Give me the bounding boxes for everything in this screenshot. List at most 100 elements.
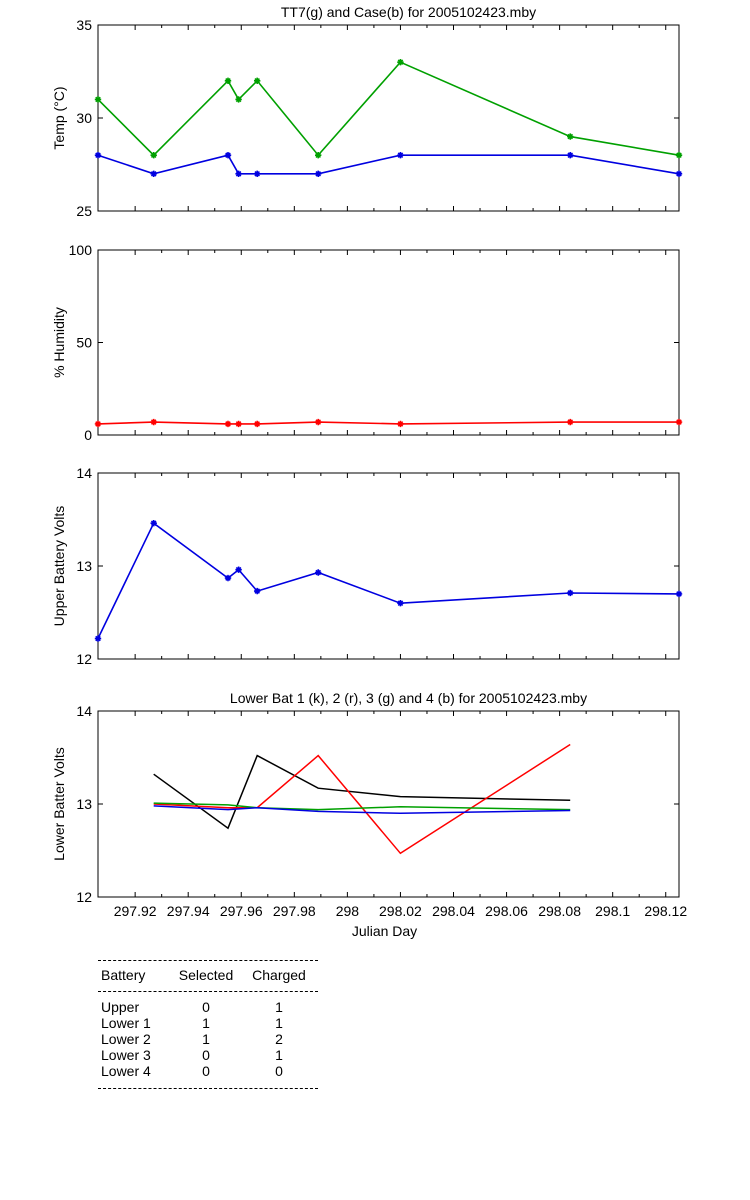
data-point bbox=[224, 152, 232, 159]
series-line-3-1 bbox=[97, 521, 680, 639]
header-charged: Charged bbox=[252, 967, 306, 983]
x-tick-label: 297.96 bbox=[220, 903, 263, 919]
data-point bbox=[397, 59, 404, 66]
y-axis-label-4: Lower Batter Volts bbox=[51, 747, 67, 861]
chart-title-4: Lower Bat 1 (k), 2 (r), 3 (g) and 4 (b) … bbox=[230, 690, 587, 706]
data-point bbox=[150, 418, 157, 426]
data-point bbox=[567, 418, 574, 426]
y-tick-label: 50 bbox=[76, 335, 92, 351]
axes-frame-3 bbox=[97, 472, 680, 660]
battery-status-table: Battery Selected Charged Upper 0 1 Lower… bbox=[98, 960, 318, 1089]
series-line-1-2 bbox=[97, 154, 680, 175]
charged-value: 1 bbox=[275, 999, 283, 1015]
table-header-rule bbox=[98, 991, 318, 992]
data-point bbox=[314, 418, 322, 426]
table-header-row: Battery Selected Charged bbox=[98, 961, 318, 991]
x-tick-label: 298.06 bbox=[485, 903, 528, 919]
charged-value: 1 bbox=[275, 1015, 283, 1031]
data-point bbox=[314, 569, 322, 576]
x-tick-label: 297.94 bbox=[167, 903, 210, 919]
y-axis-label-1: Temp (°C) bbox=[51, 86, 67, 149]
data-point bbox=[253, 420, 261, 428]
header-selected: Selected bbox=[178, 967, 234, 983]
charged-value: 0 bbox=[275, 1063, 283, 1079]
x-axis-label: Julian Day bbox=[352, 923, 417, 939]
x-tick-label: 297.92 bbox=[114, 903, 157, 919]
data-point bbox=[94, 635, 102, 642]
data-point bbox=[94, 152, 102, 159]
data-point bbox=[397, 420, 404, 428]
data-point bbox=[235, 96, 242, 103]
table-row: Lower 1 1 1 bbox=[98, 1015, 318, 1031]
x-tick-label: 298.1 bbox=[595, 903, 630, 919]
y-axis-label-2: % Humidity bbox=[51, 307, 67, 378]
y-tick-label: 13 bbox=[76, 796, 92, 812]
data-point bbox=[94, 420, 102, 428]
data-point bbox=[253, 170, 261, 177]
selected-value: 1 bbox=[202, 1031, 210, 1047]
x-tick-label: 297.98 bbox=[273, 903, 316, 919]
data-point bbox=[224, 77, 232, 84]
chart-title-1: TT7(g) and Case(b) for 2005102423.mby bbox=[281, 4, 536, 20]
data-point bbox=[150, 152, 157, 159]
series-line-2-1 bbox=[97, 421, 679, 425]
selected-value: 0 bbox=[202, 1063, 210, 1079]
data-point bbox=[224, 574, 232, 582]
x-tick-label: 298.02 bbox=[379, 903, 422, 919]
y-tick-label: 35 bbox=[76, 17, 92, 33]
y-axis-label-3: Upper Battery Volts bbox=[51, 506, 67, 627]
battery-name: Lower 2 bbox=[101, 1031, 151, 1047]
data-point bbox=[397, 600, 404, 607]
y-tick-label: 100 bbox=[69, 242, 93, 258]
selected-value: 0 bbox=[202, 1047, 210, 1063]
table-row: Lower 4 0 0 bbox=[98, 1063, 318, 1079]
y-tick-label: 12 bbox=[76, 889, 92, 905]
x-tick-label: 298 bbox=[336, 903, 360, 919]
data-point bbox=[314, 152, 322, 159]
data-point bbox=[224, 420, 232, 428]
data-point bbox=[314, 170, 322, 177]
table-row: Lower 2 1 2 bbox=[98, 1031, 318, 1047]
series-line-4-4 bbox=[153, 805, 571, 815]
y-tick-label: 14 bbox=[76, 703, 92, 719]
data-point bbox=[675, 418, 683, 426]
series-line-4-2 bbox=[153, 743, 571, 855]
x-tick-label: 298.12 bbox=[644, 903, 687, 919]
y-tick-label: 25 bbox=[76, 203, 92, 219]
axes-frame-2 bbox=[97, 249, 680, 436]
data-point bbox=[397, 152, 404, 159]
table-top-rule bbox=[98, 960, 318, 961]
x-tick-label: 298.04 bbox=[432, 903, 475, 919]
data-point bbox=[150, 170, 157, 177]
charged-value: 1 bbox=[275, 1047, 283, 1063]
data-point bbox=[253, 77, 261, 84]
data-point bbox=[94, 96, 102, 103]
series-line-1-1 bbox=[97, 61, 680, 157]
data-point bbox=[675, 152, 683, 159]
x-tick-label: 298.08 bbox=[538, 903, 581, 919]
table-row: Lower 3 0 1 bbox=[98, 1047, 318, 1063]
table-row: Upper 0 1 bbox=[98, 999, 318, 1015]
data-point bbox=[675, 590, 683, 598]
selected-value: 0 bbox=[202, 999, 210, 1015]
y-tick-label: 30 bbox=[76, 110, 92, 126]
series-line-4-1 bbox=[153, 754, 571, 830]
series-line-4-3 bbox=[153, 802, 571, 811]
axes-frame-1 bbox=[97, 24, 680, 212]
charged-value: 2 bbox=[275, 1031, 283, 1047]
data-point bbox=[150, 520, 157, 527]
data-point bbox=[675, 170, 683, 177]
y-tick-label: 14 bbox=[76, 465, 92, 481]
data-point bbox=[235, 420, 242, 428]
data-point bbox=[235, 170, 242, 177]
selected-value: 1 bbox=[202, 1015, 210, 1031]
data-point bbox=[567, 589, 574, 597]
data-point bbox=[567, 133, 574, 140]
y-tick-label: 0 bbox=[84, 427, 92, 443]
battery-name: Lower 3 bbox=[101, 1047, 151, 1063]
battery-name: Upper bbox=[101, 999, 140, 1015]
data-point bbox=[235, 566, 242, 573]
battery-name: Lower 4 bbox=[101, 1063, 151, 1079]
battery-name: Lower 1 bbox=[101, 1015, 151, 1031]
table-bottom-rule bbox=[98, 1088, 318, 1089]
